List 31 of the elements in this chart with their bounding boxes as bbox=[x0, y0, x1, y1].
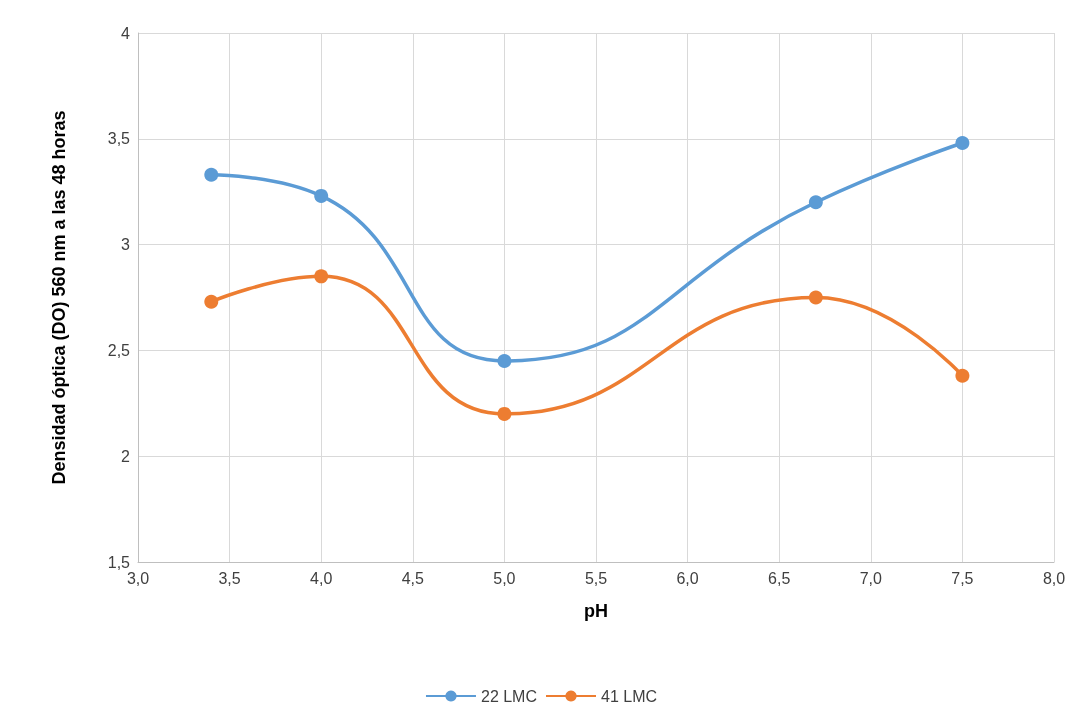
point bbox=[955, 136, 970, 151]
x-tick-label: 4,5 bbox=[401, 569, 425, 587]
x-tick-label: 3,0 bbox=[126, 569, 150, 587]
x-tick-label: 8,0 bbox=[1042, 569, 1066, 587]
x-axis-title: pH bbox=[584, 601, 608, 621]
y-tick-label: 1,5 bbox=[107, 553, 131, 571]
point bbox=[808, 195, 823, 210]
point bbox=[204, 167, 219, 182]
point bbox=[314, 269, 329, 284]
y-tick-label: 2 bbox=[121, 447, 131, 465]
point bbox=[314, 188, 329, 203]
point bbox=[497, 406, 512, 421]
y-tick-label: 3,5 bbox=[107, 130, 131, 148]
point bbox=[955, 368, 970, 383]
legend-label: 41 LMC bbox=[601, 687, 658, 705]
x-tick-label: 6,0 bbox=[676, 569, 699, 587]
point bbox=[497, 353, 512, 368]
x-tick-label: 3,5 bbox=[218, 569, 241, 587]
point bbox=[204, 294, 219, 309]
x-tick-label: 5,0 bbox=[493, 569, 516, 587]
x-tick-label: 6,5 bbox=[768, 569, 791, 587]
legend-label: 22 LMC bbox=[480, 687, 538, 705]
x-tick-label: 7,5 bbox=[951, 569, 974, 587]
x-tick-label: 7,0 bbox=[859, 569, 883, 587]
y-tick-label: 2,5 bbox=[107, 341, 131, 359]
x-tick-label: 5,5 bbox=[584, 569, 608, 587]
y-tick-label: 3 bbox=[121, 236, 131, 254]
point bbox=[808, 290, 823, 305]
x-tick-label: 4,0 bbox=[310, 569, 333, 587]
y-tick-label: 4 bbox=[121, 24, 131, 42]
y-axis-title: Densidad óptica (DO) 560 nm a las 48 horas bbox=[49, 110, 69, 485]
